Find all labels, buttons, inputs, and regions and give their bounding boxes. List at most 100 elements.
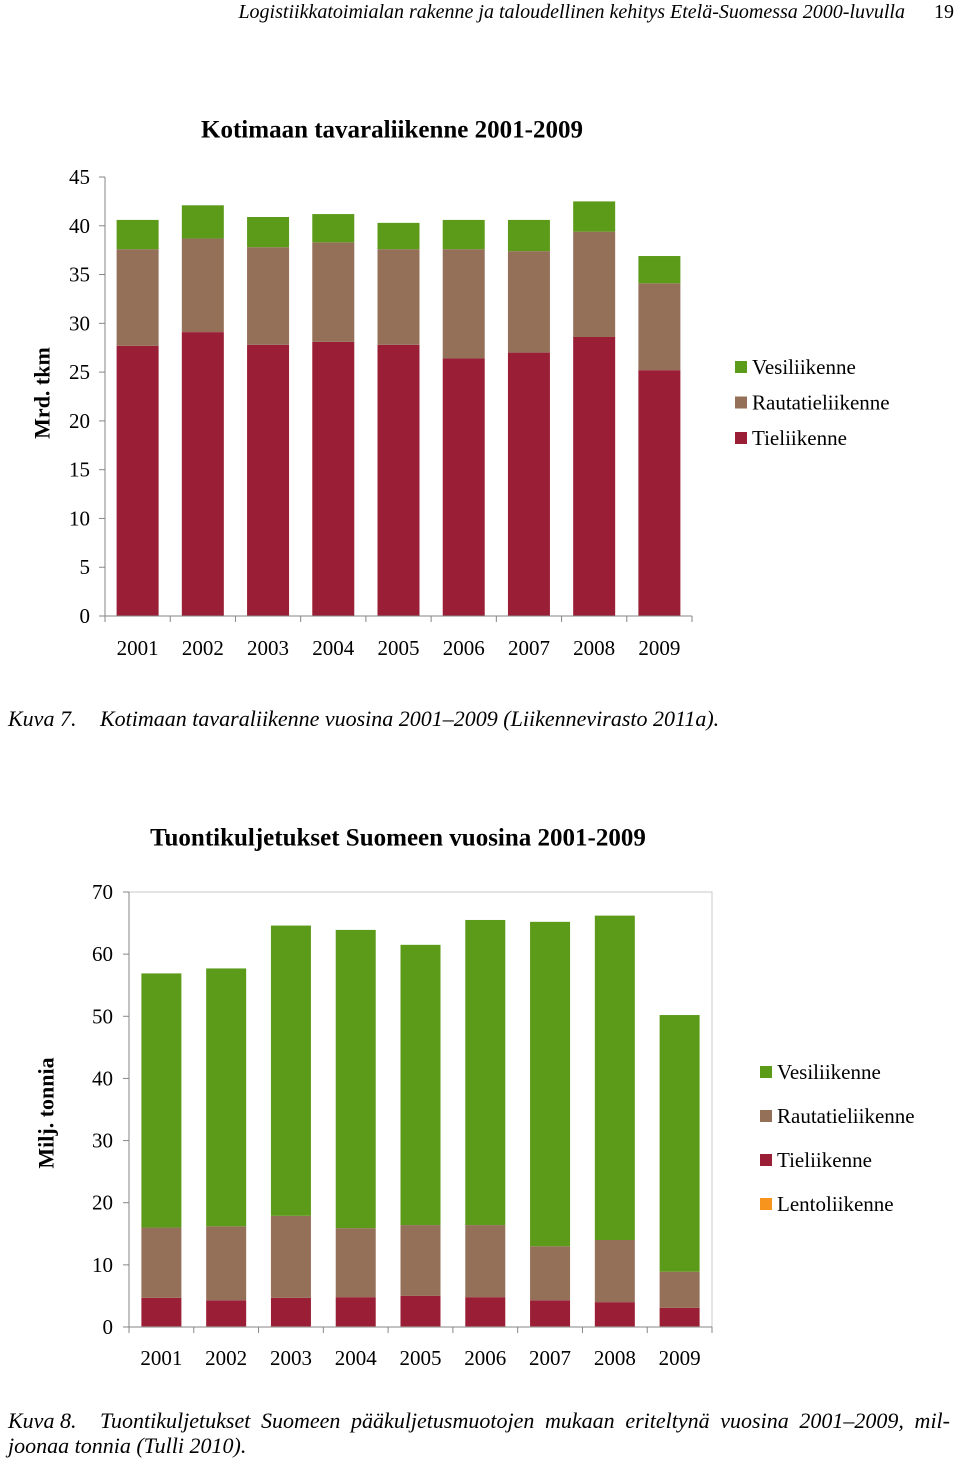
- chart-2-bar-tieliikenne-2005: [400, 1295, 441, 1327]
- chart-1-y-tick-label: 25: [69, 360, 90, 384]
- chart-1-bar-vesiliikenne-2006: [442, 219, 485, 250]
- chart-1-legend-swatch-vesiliikenne: [735, 361, 747, 373]
- chart-1-bar-tieliikenne-2007: [507, 352, 550, 616]
- chart-1-bar-tieliikenne-2004: [312, 341, 355, 616]
- chart-2: Tuontikuljetukset Suomeen vuosina 2001-2…: [34, 825, 915, 1371]
- chart-2-bar-rautatieliikenne-2009: [659, 1271, 700, 1308]
- chart-2-y-tick-label: 70: [92, 880, 113, 904]
- chart-2-bar-rautatieliikenne-2007: [530, 1246, 571, 1301]
- chart-1-bar-vesiliikenne-2004: [312, 214, 355, 243]
- chart-2-x-tick-label: 2002: [205, 1346, 247, 1370]
- chart-2-legend-label-vesiliikenne: Vesiliikenne: [777, 1060, 881, 1084]
- chart-1-legend-label-tieliikenne: Tieliikenne: [752, 426, 847, 450]
- chart-2-bar-tieliikenne-2001: [141, 1297, 182, 1327]
- chart-2-y-tick-label: 50: [92, 1004, 113, 1028]
- chart-1-y-tick-label: 45: [69, 165, 90, 189]
- chart-1-y-axis-title: Mrd. tkm: [30, 347, 55, 439]
- chart-1-bar-vesiliikenne-2008: [573, 201, 616, 232]
- chart-1-bar-rautatieliikenne-2007: [507, 251, 550, 353]
- chart-1-x-tick-label: 2009: [638, 636, 680, 660]
- chart-2-title: Tuontikuljetukset Suomeen vuosina 2001-2…: [150, 825, 646, 852]
- chart-1-bar-rautatieliikenne-2003: [247, 247, 290, 345]
- chart-2-y-tick-label: 60: [92, 942, 113, 966]
- chart-1-x-tick-label: 2004: [312, 636, 355, 660]
- caption-text-line-2: joonaa tonnia (Tulli 2010).: [8, 1433, 247, 1458]
- chart-2-x-tick-label: 2007: [529, 1346, 571, 1370]
- chart-1-x-tick-label: 2001: [117, 636, 159, 660]
- chart-1-bar-vesiliikenne-2005: [377, 222, 420, 250]
- chart-1-bar-vesiliikenne-2007: [507, 219, 550, 252]
- chart-2-bar-rautatieliikenne-2002: [206, 1226, 247, 1301]
- chart-2-bar-tieliikenne-2004: [335, 1297, 376, 1327]
- chart-1-bar-tieliikenne-2008: [573, 336, 616, 616]
- chart-1-y-tick-label: 20: [69, 409, 90, 433]
- chart-2-legend-swatch-lentoliikenne: [760, 1198, 772, 1210]
- chart-1-x-tick-label: 2008: [573, 636, 615, 660]
- chart-2-bar-vesiliikenne-2001: [141, 973, 182, 1228]
- chart-2-y-tick-label: 40: [92, 1066, 113, 1090]
- chart-2-plot-frame: [129, 891, 713, 1327]
- chart-2-bar-rautatieliikenne-2001: [141, 1227, 182, 1298]
- caption-label: Kuva 8.: [8, 1408, 77, 1433]
- chart-2-x-tick-label: 2005: [400, 1346, 442, 1370]
- chart-1-x-tick-label: 2002: [182, 636, 224, 660]
- chart-1-bar-rautatieliikenne-2008: [573, 231, 616, 337]
- chart-2-y-tick-label: 0: [103, 1315, 114, 1339]
- chart-1-legend-label-rautatieliikenne: Rautatieliikenne: [752, 391, 890, 415]
- chart-1-bar-tieliikenne-2009: [638, 370, 681, 616]
- chart-1-bar-vesiliikenne-2002: [181, 205, 224, 239]
- chart-2-legend-swatch-tieliikenne: [760, 1154, 772, 1166]
- chart-1-bar-rautatieliikenne-2005: [377, 249, 420, 345]
- chart-2-y-tick-label: 20: [92, 1191, 113, 1215]
- chart-1-bar-rautatieliikenne-2002: [181, 238, 224, 333]
- chart-2-bar-vesiliikenne-2009: [659, 1015, 700, 1272]
- chart-2-x-tick-label: 2003: [270, 1346, 312, 1370]
- chart-1-legend-swatch-tieliikenne: [735, 432, 747, 444]
- chart-2-x-tick-label: 2008: [594, 1346, 636, 1370]
- chart-2-bar-vesiliikenne-2002: [206, 968, 247, 1227]
- chart-2-bar-vesiliikenne-2008: [594, 915, 635, 1240]
- chart-2-bar-tieliikenne-2008: [594, 1302, 635, 1327]
- chart-1-bar-vesiliikenne-2001: [116, 219, 159, 250]
- chart-1-y-tick-label: 15: [69, 458, 90, 482]
- chart-2-legend-label-lentoliikenne: Lentoliikenne: [777, 1192, 894, 1216]
- caption-text: Kotimaan tavaraliikenne vuosina 2001–200…: [100, 706, 720, 731]
- chart-2-bar-tieliikenne-2003: [270, 1297, 311, 1327]
- chart-2-bar-vesiliikenne-2004: [335, 929, 376, 1229]
- chart-2-bar-vesiliikenne-2003: [270, 925, 311, 1216]
- chart-2-bar-rautatieliikenne-2003: [270, 1215, 311, 1298]
- chart-2-x-tick-label: 2009: [659, 1346, 701, 1370]
- chart-2-legend-swatch-vesiliikenne: [760, 1066, 772, 1078]
- chart-1-bar-tieliikenne-2003: [247, 344, 290, 616]
- chart-1-legend-label-vesiliikenne: Vesiliikenne: [752, 355, 856, 379]
- chart-2-legend-label-tieliikenne: Tieliikenne: [777, 1148, 872, 1172]
- chart-1-y-tick-label: 0: [80, 604, 91, 628]
- chart-2-y-tick-label: 10: [92, 1253, 113, 1277]
- chart-2-y-axis-title: Milj. tonnia: [34, 1057, 59, 1168]
- chart-1-y-tick-label: 10: [69, 506, 90, 530]
- chart-1-bar-tieliikenne-2002: [181, 332, 224, 616]
- chart-2-bar-vesiliikenne-2005: [400, 944, 441, 1226]
- chart-1-x-tick-label: 2003: [247, 636, 289, 660]
- caption-text-line-1: Tuontikuljetukset Suomeen pääkuljetusmuo…: [100, 1408, 950, 1433]
- chart-2-bar-tieliikenne-2009: [659, 1307, 700, 1327]
- page-number: 19: [934, 1, 954, 23]
- chart-1: Kotimaan tavaraliikenne 2001-2009 Mrd. tk…: [30, 117, 890, 661]
- chart-1-y-tick-label: 35: [69, 263, 90, 287]
- chart-1-legend-swatch-rautatieliikenne: [735, 396, 747, 409]
- chart-2-bar-tieliikenne-2002: [206, 1300, 247, 1327]
- chart-1-bar-vesiliikenne-2009: [638, 256, 681, 284]
- running-header: Logistiikkatoimialan rakenne ja taloudel…: [238, 1, 905, 23]
- chart-1-y-tick-label: 5: [80, 555, 91, 579]
- chart-1-bar-tieliikenne-2006: [442, 358, 485, 616]
- chart-1-y-tick-label: 30: [69, 311, 90, 335]
- caption-label: Kuva 7.: [8, 706, 77, 731]
- chart-1-title: Kotimaan tavaraliikenne 2001-2009: [201, 117, 583, 144]
- chart-2-bar-rautatieliikenne-2006: [465, 1225, 506, 1298]
- chart-2-bar-rautatieliikenne-2005: [400, 1225, 441, 1296]
- chart-2-legend-swatch-rautatieliikenne: [760, 1110, 772, 1122]
- chart-1-x-tick-label: 2005: [378, 636, 420, 660]
- chart-1-x-tick-label: 2007: [508, 636, 550, 660]
